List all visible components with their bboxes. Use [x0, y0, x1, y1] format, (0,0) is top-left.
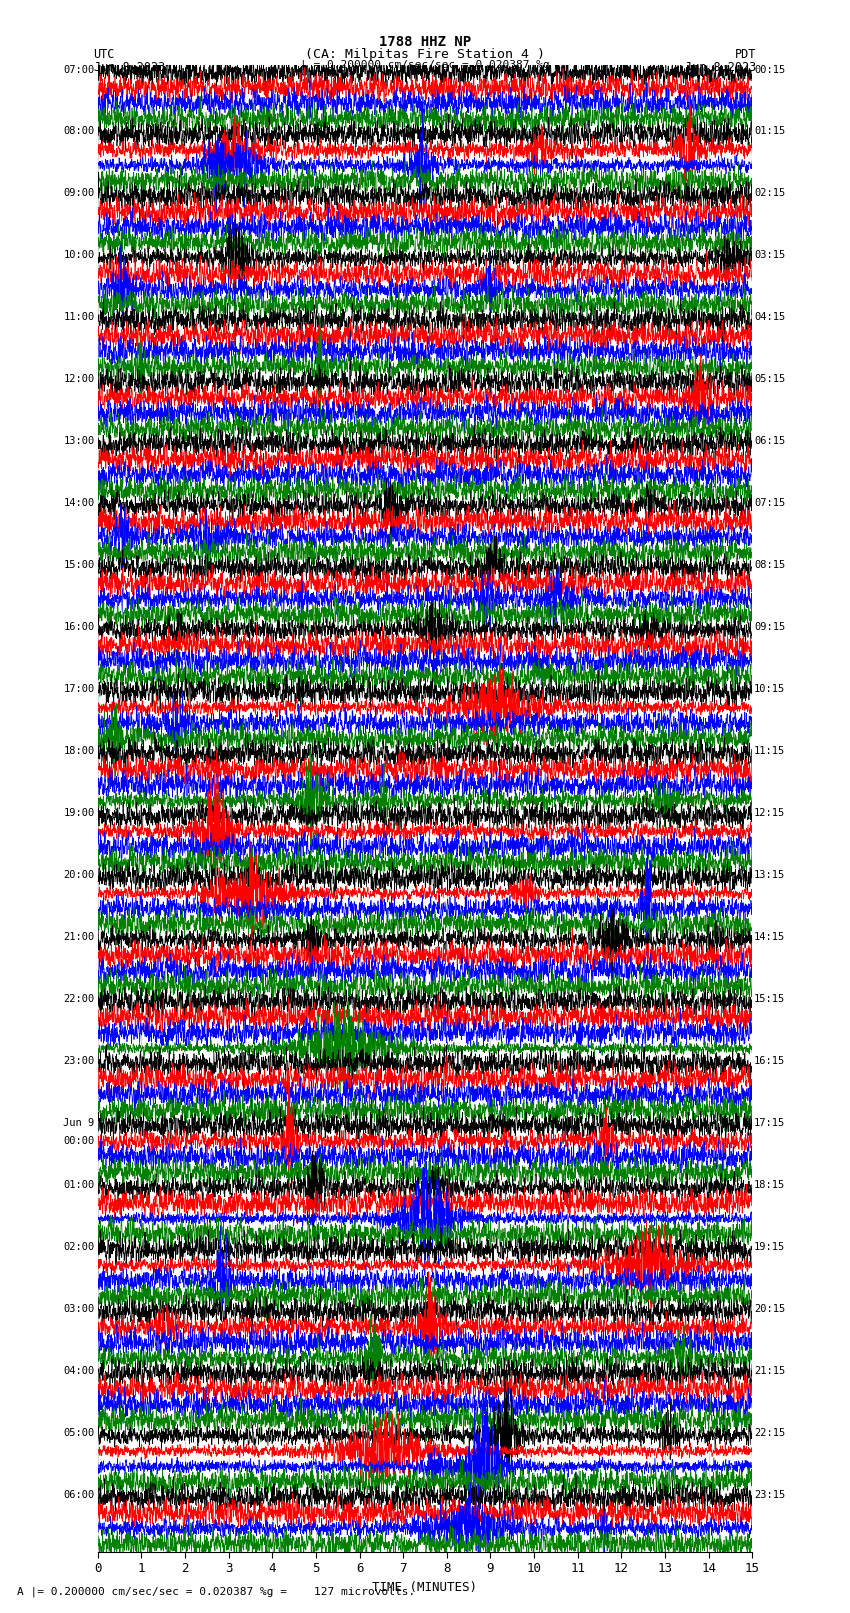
Text: PDT: PDT [735, 48, 756, 61]
Text: 21:00: 21:00 [63, 932, 94, 942]
Text: 11:15: 11:15 [754, 747, 785, 756]
Text: 07:00: 07:00 [63, 65, 94, 74]
Text: 13:00: 13:00 [63, 436, 94, 447]
Text: Jun 9: Jun 9 [63, 1118, 94, 1127]
Text: A |= 0.200000 cm/sec/sec = 0.020387 %g =    127 microvolts.: A |= 0.200000 cm/sec/sec = 0.020387 %g =… [17, 1586, 416, 1597]
Text: 12:15: 12:15 [754, 808, 785, 818]
Text: 20:00: 20:00 [63, 869, 94, 881]
Text: 19:00: 19:00 [63, 808, 94, 818]
Text: 15:00: 15:00 [63, 560, 94, 571]
Text: 18:15: 18:15 [754, 1181, 785, 1190]
Text: 16:15: 16:15 [754, 1057, 785, 1066]
Text: 10:00: 10:00 [63, 250, 94, 260]
X-axis label: TIME (MINUTES): TIME (MINUTES) [372, 1581, 478, 1594]
Text: 04:00: 04:00 [63, 1366, 94, 1376]
Text: 08:00: 08:00 [63, 126, 94, 137]
Text: 10:15: 10:15 [754, 684, 785, 694]
Text: 02:00: 02:00 [63, 1242, 94, 1252]
Text: 00:00: 00:00 [63, 1136, 94, 1145]
Text: 02:15: 02:15 [754, 189, 785, 198]
Text: 17:15: 17:15 [754, 1118, 785, 1127]
Text: 21:15: 21:15 [754, 1366, 785, 1376]
Text: 04:15: 04:15 [754, 313, 785, 323]
Text: 06:00: 06:00 [63, 1490, 94, 1500]
Text: 23:15: 23:15 [754, 1490, 785, 1500]
Text: 06:15: 06:15 [754, 436, 785, 447]
Text: 03:00: 03:00 [63, 1303, 94, 1315]
Text: 05:00: 05:00 [63, 1428, 94, 1437]
Text: 07:15: 07:15 [754, 498, 785, 508]
Text: 01:00: 01:00 [63, 1181, 94, 1190]
Text: 22:00: 22:00 [63, 994, 94, 1003]
Text: 15:15: 15:15 [754, 994, 785, 1003]
Text: 20:15: 20:15 [754, 1303, 785, 1315]
Text: 23:00: 23:00 [63, 1057, 94, 1066]
Text: 12:00: 12:00 [63, 374, 94, 384]
Text: | = 0.200000 cm/sec/sec = 0.020387 %g: | = 0.200000 cm/sec/sec = 0.020387 %g [300, 60, 550, 71]
Text: 09:00: 09:00 [63, 189, 94, 198]
Text: 16:00: 16:00 [63, 623, 94, 632]
Text: Jun 8,2023: Jun 8,2023 [94, 61, 165, 74]
Text: 13:15: 13:15 [754, 869, 785, 881]
Text: Jun 8,2023: Jun 8,2023 [685, 61, 756, 74]
Text: UTC: UTC [94, 48, 115, 61]
Text: 00:15: 00:15 [754, 65, 785, 74]
Text: 22:15: 22:15 [754, 1428, 785, 1437]
Text: (CA: Milpitas Fire Station 4 ): (CA: Milpitas Fire Station 4 ) [305, 48, 545, 61]
Text: 17:00: 17:00 [63, 684, 94, 694]
Text: 05:15: 05:15 [754, 374, 785, 384]
Text: 03:15: 03:15 [754, 250, 785, 260]
Text: 14:15: 14:15 [754, 932, 785, 942]
Text: 18:00: 18:00 [63, 747, 94, 756]
Text: 1788 HHZ NP: 1788 HHZ NP [379, 35, 471, 50]
Text: 11:00: 11:00 [63, 313, 94, 323]
Text: 01:15: 01:15 [754, 126, 785, 137]
Text: 08:15: 08:15 [754, 560, 785, 571]
Text: 19:15: 19:15 [754, 1242, 785, 1252]
Text: 09:15: 09:15 [754, 623, 785, 632]
Text: 14:00: 14:00 [63, 498, 94, 508]
